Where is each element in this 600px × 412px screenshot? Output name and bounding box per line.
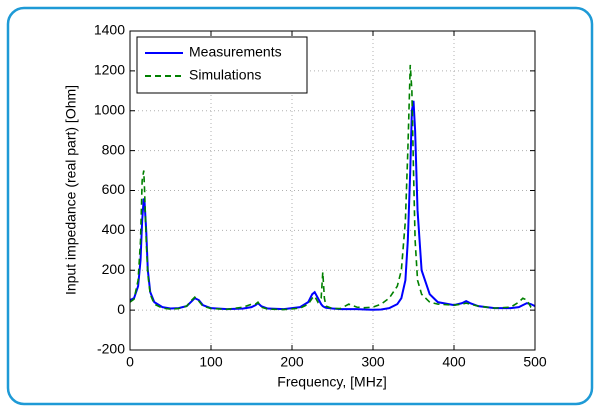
- legend-label: Simulations: [189, 67, 261, 83]
- x-tick-label: 0: [126, 354, 134, 370]
- axes-box: [129, 30, 536, 351]
- x-tick-label: 400: [442, 354, 466, 370]
- y-axis-label: Input impedance (real part) [Ohm]: [63, 85, 79, 295]
- x-tick-label: 500: [523, 354, 547, 370]
- x-tick-label: 300: [361, 354, 385, 370]
- y-tick-label: 200: [102, 261, 126, 277]
- x-tick-label: 200: [280, 354, 304, 370]
- y-tick-label: 1400: [94, 22, 125, 38]
- y-tick-label: 1200: [94, 62, 125, 78]
- x-axis-label: Frequency, [MHz]: [277, 374, 386, 390]
- plot-area: 0 100 200 300 400 500-20002004006008001000120…: [94, 22, 547, 370]
- y-tick-label: 800: [102, 141, 126, 157]
- series-line: [129, 64, 536, 311]
- legend-label: Measurements: [189, 44, 282, 60]
- y-tick-label: 0: [117, 301, 125, 317]
- y-tick-label: 1000: [94, 101, 125, 117]
- y-tick-label: 400: [102, 221, 126, 237]
- y-tick-label: -200: [97, 341, 125, 357]
- y-tick-label: 600: [102, 181, 126, 197]
- legend-box: [136, 36, 308, 94]
- x-tick-label: 100: [199, 354, 223, 370]
